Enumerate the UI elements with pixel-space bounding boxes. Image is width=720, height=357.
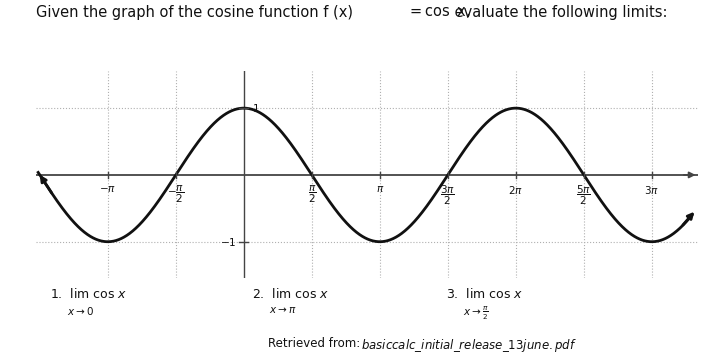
Text: evaluate the following limits:: evaluate the following limits: (450, 5, 667, 20)
Text: $-\pi$: $-\pi$ (99, 183, 117, 193)
Text: $\dfrac{3\pi}{2}$: $\dfrac{3\pi}{2}$ (441, 183, 455, 207)
Text: Retrieved from:: Retrieved from: (268, 337, 360, 350)
Text: $3\pi$: $3\pi$ (644, 183, 660, 196)
Text: $\dfrac{\pi}{2}$: $\dfrac{\pi}{2}$ (307, 183, 316, 205)
Text: $-1$: $-1$ (220, 236, 236, 248)
Text: 3.  $\lim$ cos $x$: 3. $\lim$ cos $x$ (446, 287, 524, 301)
Text: Given the graph of the cosine function f (x): Given the graph of the cosine function f… (36, 5, 362, 20)
Text: $2\pi$: $2\pi$ (508, 183, 523, 196)
Text: $\mathit{basiccalc\_initial\_release\_13june.pdf}$: $\mathit{basiccalc\_initial\_release\_13… (361, 337, 577, 355)
Text: $= \cos$ x,: $= \cos$ x, (407, 5, 470, 20)
Text: $1$: $1$ (251, 102, 259, 114)
Text: $-\dfrac{\pi}{2}$: $-\dfrac{\pi}{2}$ (167, 183, 184, 205)
Text: $x \to \pi$: $x \to \pi$ (269, 305, 296, 315)
Text: $x \to 0$: $x \to 0$ (67, 305, 94, 317)
Text: $\pi$: $\pi$ (376, 183, 384, 193)
Text: $\dfrac{5\pi}{2}$: $\dfrac{5\pi}{2}$ (576, 183, 591, 207)
Text: $x \to \frac{\pi}{2}$: $x \to \frac{\pi}{2}$ (463, 305, 489, 322)
Text: 2.  $\lim$ cos $x$: 2. $\lim$ cos $x$ (252, 287, 330, 301)
Text: 1.  $\lim$ cos $x$: 1. $\lim$ cos $x$ (50, 287, 128, 301)
